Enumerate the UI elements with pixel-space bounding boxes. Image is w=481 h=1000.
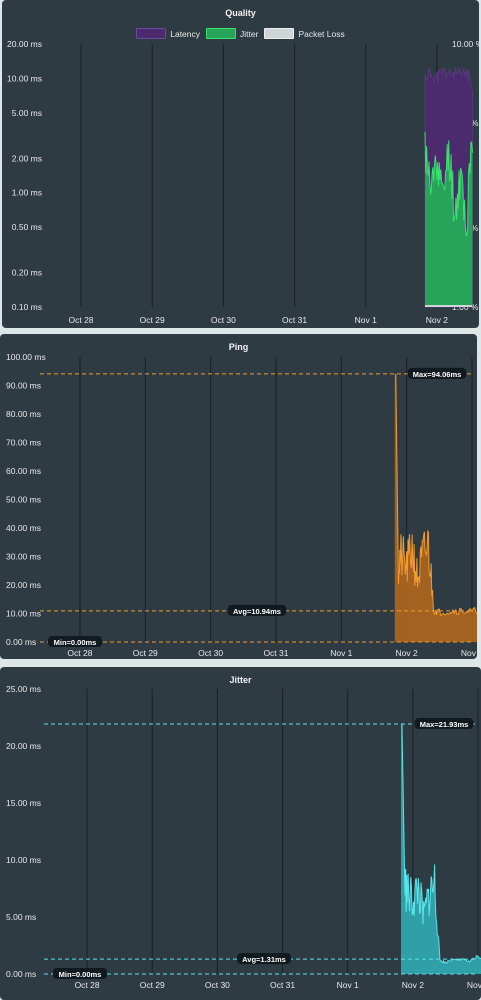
y-tick-label: 70.00 ms — [6, 438, 41, 448]
y-tick-label: 10.00 ms — [6, 609, 41, 619]
x-tick-label: Nov 2 — [426, 315, 448, 325]
y-tick-label: 30.00 ms — [6, 552, 41, 562]
avg-label-box — [227, 604, 287, 616]
y-tick-label: 20.00 ms — [6, 741, 41, 751]
min-label: Min=0.00ms — [54, 638, 97, 647]
x-tick-label: Oct 30 — [205, 980, 230, 990]
y-tick-label: 80.00 ms — [6, 409, 41, 419]
legend-jitter-label: Jitter — [240, 28, 259, 39]
y-tick-label-left: 2.00 ms — [12, 153, 42, 163]
series-area — [400, 724, 481, 974]
avg-label: Avg=1.31ms — [242, 955, 286, 964]
y-tick-label: 60.00 ms — [6, 466, 41, 476]
jitter-line — [424, 131, 473, 237]
x-tick-label: Nov 2 — [402, 980, 424, 990]
y-tick-label-left: 1.00 ms — [12, 188, 42, 198]
min-label-box — [53, 968, 107, 979]
latency-swatch — [136, 28, 167, 39]
x-tick-label: Oct 28 — [75, 980, 100, 990]
x-tick-label: Oct 30 — [198, 648, 223, 658]
x-tick-label: Nov 3 — [467, 980, 481, 990]
x-tick-label: Nov 1 — [337, 980, 359, 990]
x-tick-label: Oct 28 — [69, 315, 94, 325]
packet-loss-swatch — [264, 28, 295, 39]
y-tick-label: 20.00 ms — [6, 580, 41, 590]
legend-packet-loss[interactable]: Packet Loss — [264, 28, 345, 39]
x-tick-label: Oct 28 — [67, 648, 92, 658]
x-tick-label: Oct 30 — [211, 315, 236, 325]
min-label: Min=0.00ms — [59, 970, 102, 979]
y-tick-label-right: 10.00 % — [452, 39, 479, 49]
y-tick-label: 25.00 ms — [6, 684, 41, 694]
ping-chart-plot: Oct 28 Oct 29 Oct 30 Oct 31 Nov 1 Nov 2 Nov 3 1… — [6, 352, 477, 658]
y-tick-label: 100.00 ms — [6, 352, 46, 362]
quality-chart-plot: Oct 28 Oct 29 Oct 30 Oct 31 Nov 1 Nov 2 20.00 … — [7, 39, 479, 325]
x-tick-label: Oct 29 — [133, 648, 158, 658]
max-label: Max=94.06ms — [413, 370, 462, 379]
y-tick-label-left: 10.00 ms — [7, 73, 42, 83]
avg-label: Avg=10.94ms — [233, 607, 281, 616]
series-line — [395, 373, 477, 617]
min-label-box — [48, 636, 102, 647]
y-tick-label: 5.00 ms — [6, 912, 36, 922]
x-tick-label: Oct 31 — [282, 315, 307, 325]
jitter-chart-title: Jitter — [229, 675, 252, 685]
legend-latency[interactable]: Latency — [136, 28, 200, 39]
x-tick-label: Oct 31 — [263, 648, 288, 658]
quality-legend: Latency Jitter Packet Loss — [2, 28, 479, 39]
x-tick-label: Oct 29 — [140, 980, 165, 990]
y-tick-label-left: 0.50 ms — [12, 222, 42, 232]
jitter-swatch — [206, 28, 237, 39]
x-tick-label: Nov 1 — [355, 315, 377, 325]
y-tick-label: 0.00 ms — [6, 969, 36, 979]
legend-jitter[interactable]: Jitter — [206, 28, 258, 39]
max-label-box — [407, 367, 467, 379]
avg-label-box — [237, 953, 291, 965]
jitter-chart-plot: Oct 28 Oct 29 Oct 30 Oct 31 Nov 1 Nov 2 Nov 3 2… — [6, 684, 481, 990]
series-line — [401, 723, 481, 965]
y-tick-label: 50.00 ms — [6, 495, 41, 505]
legend-packet-loss-label: Packet Loss — [298, 28, 345, 39]
y-tick-label-left: 20.00 ms — [7, 39, 42, 49]
jitter-chart-panel: Jitter Oct 28 Oct 29 Oct 30 Oct 31 Nov 1 Nov … — [0, 667, 481, 1000]
y-tick-label: 40.00 ms — [6, 523, 41, 533]
y-tick-label-left: 0.20 ms — [12, 268, 42, 278]
x-tick-label: Oct 31 — [270, 980, 295, 990]
y-tick-label: 0.00 ms — [6, 637, 36, 647]
x-tick-label: Oct 29 — [140, 315, 165, 325]
ping-chart-panel: Ping Oct 28 Oct 29 Oct 30 Oct 31 Nov 1 Nov 2 N… — [0, 334, 477, 659]
quality-chart-panel: Quality Latency Jitter Packet Loss Oct 2… — [2, 0, 479, 328]
x-tick-label: Nov 3 — [461, 648, 477, 658]
legend-latency-label: Latency — [170, 28, 201, 39]
max-label-box — [414, 717, 474, 729]
y-tick-label: 15.00 ms — [6, 798, 41, 808]
x-tick-label: Nov 1 — [330, 648, 352, 658]
y-tick-label: 10.00 ms — [6, 855, 41, 865]
max-label: Max=21.93ms — [420, 720, 469, 729]
y-tick-label-left: 5.00 ms — [12, 108, 42, 118]
y-tick-label: 90.00 ms — [6, 381, 41, 391]
y-tick-label-left: 0.10 ms — [12, 302, 42, 312]
x-tick-label: Nov 2 — [396, 648, 418, 658]
ping-chart-title: Ping — [228, 342, 249, 352]
quality-chart-title: Quality — [225, 8, 256, 18]
